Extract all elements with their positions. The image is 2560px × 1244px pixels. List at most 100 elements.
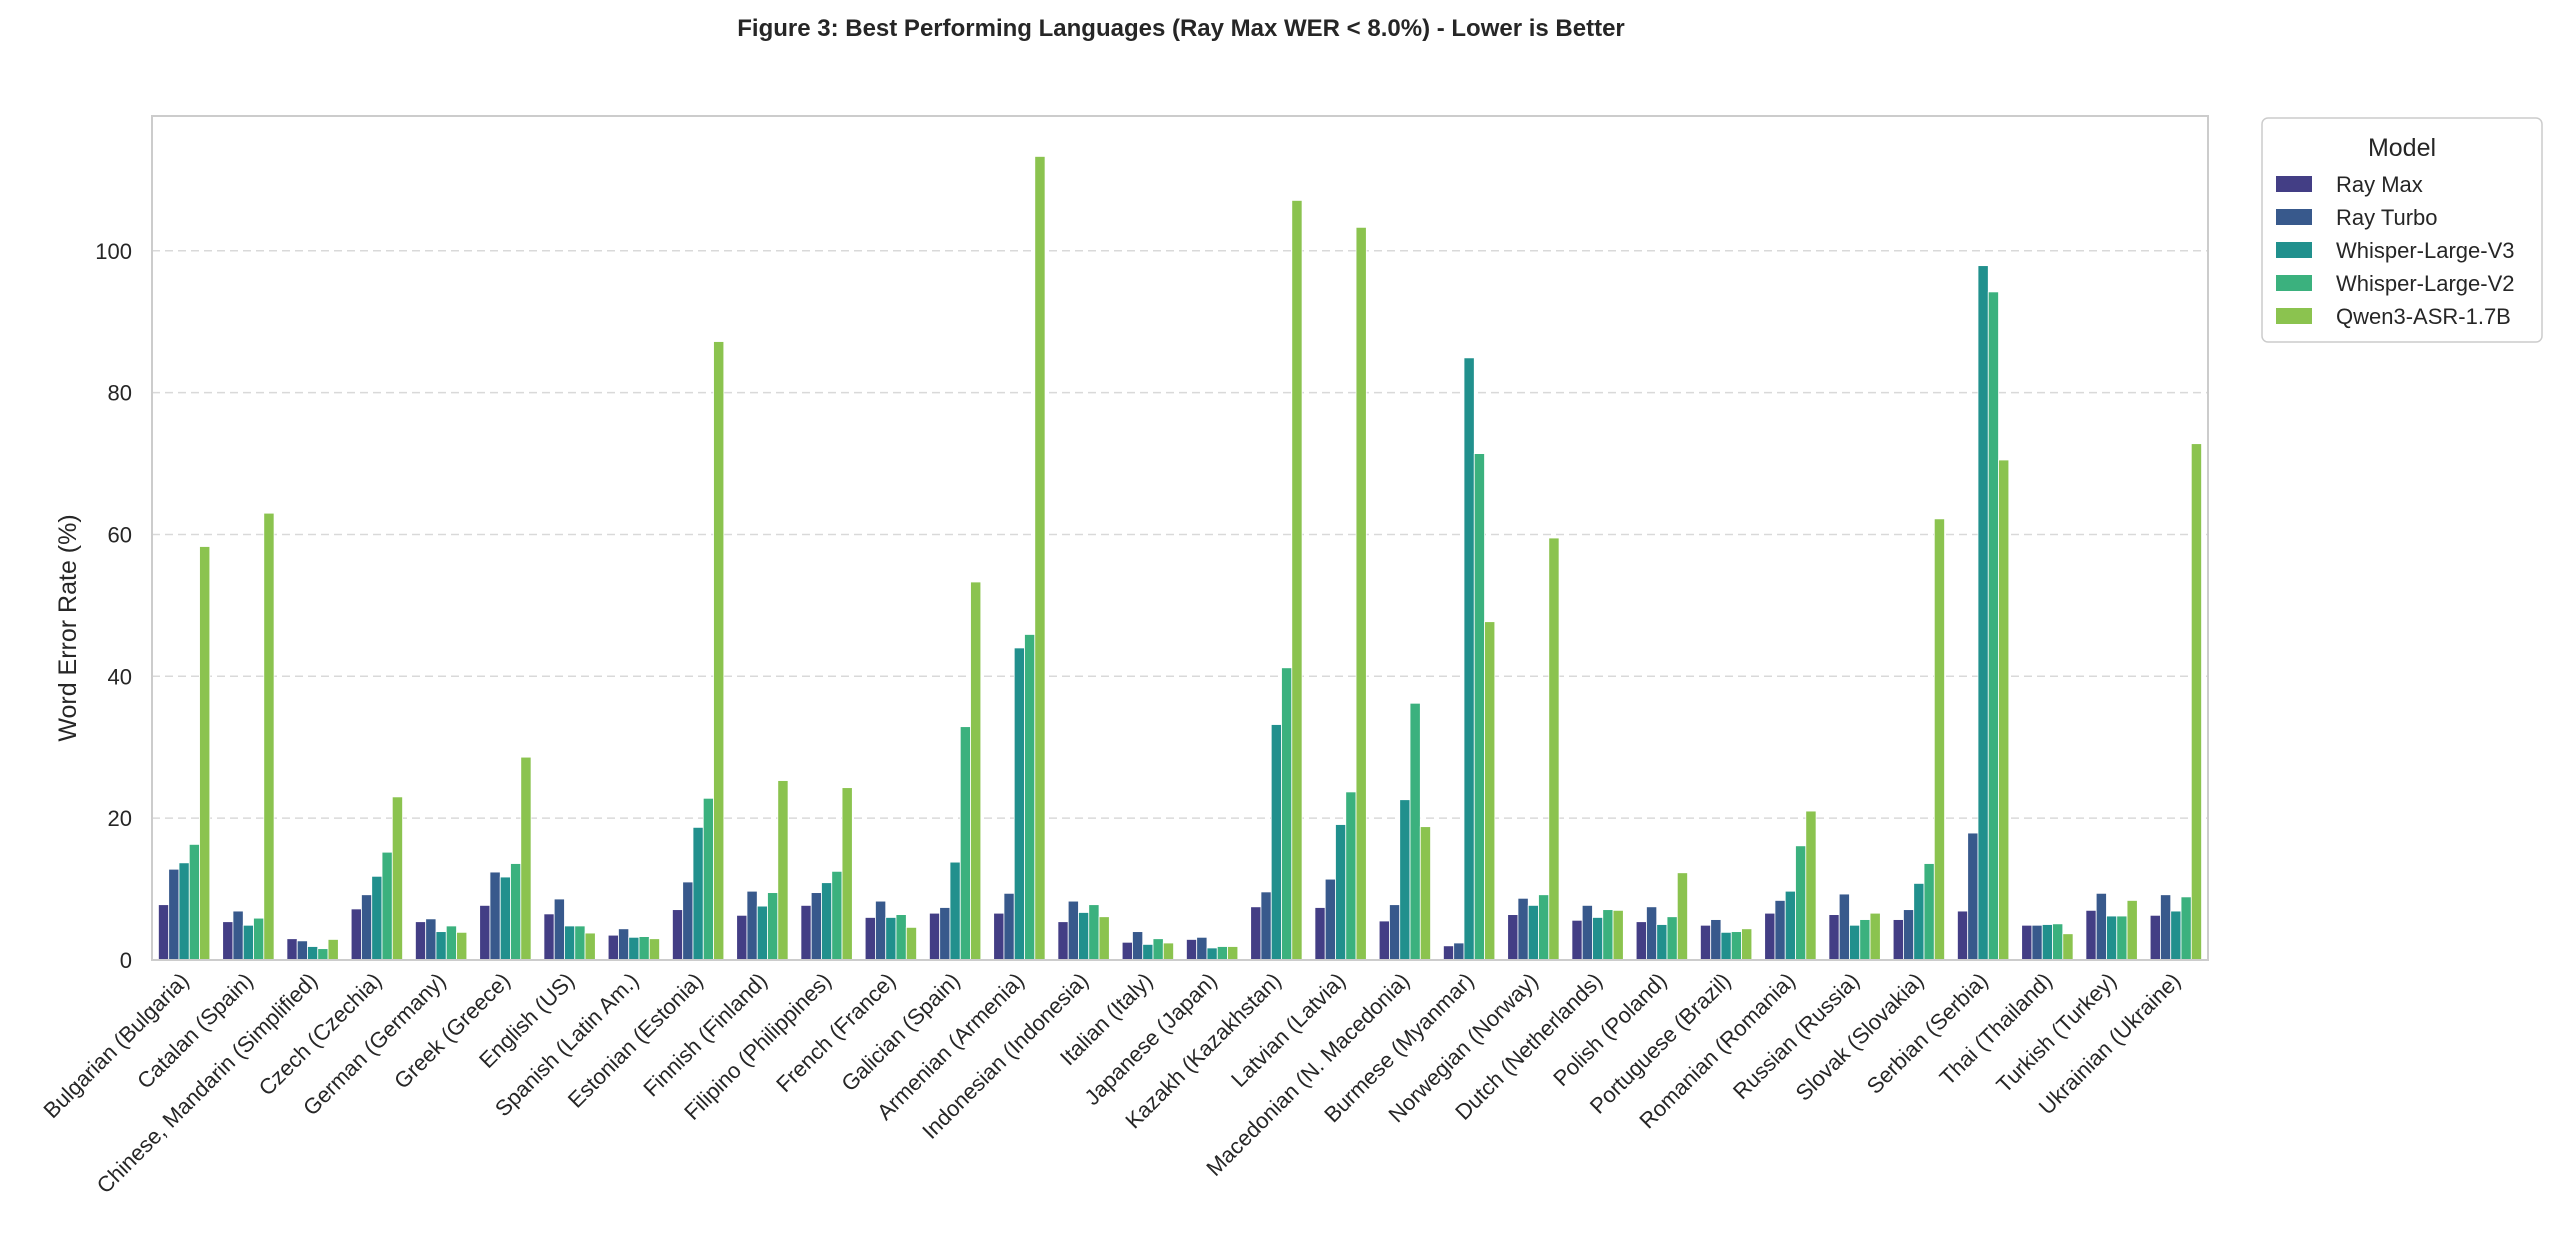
bar <box>222 921 234 961</box>
x-tick-label: Polish (Poland) <box>1548 968 1671 1091</box>
bar <box>1463 357 1475 961</box>
bar <box>2085 909 2097 961</box>
y-tick-label: 40 <box>108 664 132 689</box>
bar <box>1987 291 1999 961</box>
x-tick-label: Galician (Spain) <box>836 968 964 1096</box>
bar <box>756 905 768 961</box>
bar <box>638 936 650 961</box>
bar <box>841 787 853 961</box>
bar <box>489 871 501 961</box>
bar <box>746 890 758 961</box>
bar <box>1057 921 1069 961</box>
bar <box>1828 914 1840 961</box>
bar <box>810 892 822 961</box>
bar <box>831 870 843 961</box>
bar <box>1409 702 1421 961</box>
bar <box>702 797 714 961</box>
bar <box>1281 667 1293 961</box>
bar <box>510 863 522 961</box>
bar <box>553 898 565 961</box>
bar <box>296 940 308 961</box>
bar <box>2126 900 2138 961</box>
bar <box>327 939 339 961</box>
bar <box>1892 919 1904 961</box>
bar <box>1548 537 1560 961</box>
bar <box>178 862 190 961</box>
bar <box>905 926 917 961</box>
bar <box>1635 921 1647 961</box>
bar <box>263 512 275 961</box>
bar <box>1335 824 1347 961</box>
legend-label: Whisper-Large-V3 <box>2336 238 2515 263</box>
bar <box>1517 897 1529 961</box>
bar <box>875 900 887 961</box>
bar <box>479 904 491 961</box>
bar <box>1720 931 1732 961</box>
x-tick-label: Thai (Thailand) <box>1935 968 2057 1090</box>
bar <box>1291 199 1303 961</box>
bar <box>929 912 941 961</box>
bar <box>1260 891 1272 961</box>
bar <box>1527 904 1539 961</box>
legend-swatch <box>2276 308 2312 324</box>
bar <box>2021 924 2033 961</box>
bar <box>1399 799 1411 961</box>
bar <box>286 938 298 961</box>
y-tick-label: 100 <box>95 239 132 264</box>
bar <box>1538 894 1550 961</box>
legend-label: Ray Max <box>2336 172 2423 197</box>
bar <box>1227 946 1239 961</box>
bar <box>574 925 586 961</box>
bar <box>628 936 640 961</box>
legend-label: Whisper-Large-V2 <box>2336 271 2515 296</box>
plot-frame <box>151 115 2209 961</box>
bar <box>1378 920 1390 961</box>
bar <box>777 780 789 961</box>
bar <box>1216 946 1228 961</box>
bar <box>970 581 982 961</box>
bar <box>1034 156 1046 961</box>
bar <box>1710 919 1722 961</box>
bar <box>1656 924 1668 961</box>
bar <box>1774 900 1786 961</box>
legend-label: Ray Turbo <box>2336 205 2438 230</box>
bar <box>1602 909 1614 961</box>
bar <box>168 868 180 961</box>
y-tick-label: 20 <box>108 806 132 831</box>
bar <box>1903 909 1915 961</box>
bar <box>445 925 457 961</box>
bar <box>1998 459 2010 961</box>
bar <box>158 904 170 961</box>
legend-swatch <box>2276 275 2312 291</box>
x-tick-label: Catalan (Spain) <box>132 968 258 1094</box>
bar <box>381 851 393 961</box>
bar <box>2116 915 2128 961</box>
bar <box>939 907 951 961</box>
bar <box>1646 906 1658 961</box>
bar <box>2160 894 2172 961</box>
bar <box>564 925 576 961</box>
bar <box>1741 928 1753 961</box>
chart-title: Figure 3: Best Performing Languages (Ray… <box>737 15 1625 42</box>
bar <box>1078 912 1090 961</box>
series-ray-turbo <box>168 832 2172 961</box>
bar <box>1805 810 1817 961</box>
x-tick-label: Latvian (Latvia) <box>1226 968 1350 1092</box>
bar <box>1700 924 1712 961</box>
bar <box>800 904 812 961</box>
bar <box>1142 943 1154 961</box>
bar <box>1507 914 1519 961</box>
legend-swatch <box>2276 209 2312 225</box>
bar <box>1869 912 1881 961</box>
y-tick-label: 0 <box>120 948 132 973</box>
bar <box>1152 938 1164 961</box>
bar <box>1121 941 1133 961</box>
bar <box>307 946 319 961</box>
bar <box>1013 647 1025 961</box>
bar <box>2062 933 2074 961</box>
bar <box>1355 226 1367 961</box>
bar <box>456 931 468 961</box>
x-tick-label: Greek (Greece) <box>389 968 515 1094</box>
